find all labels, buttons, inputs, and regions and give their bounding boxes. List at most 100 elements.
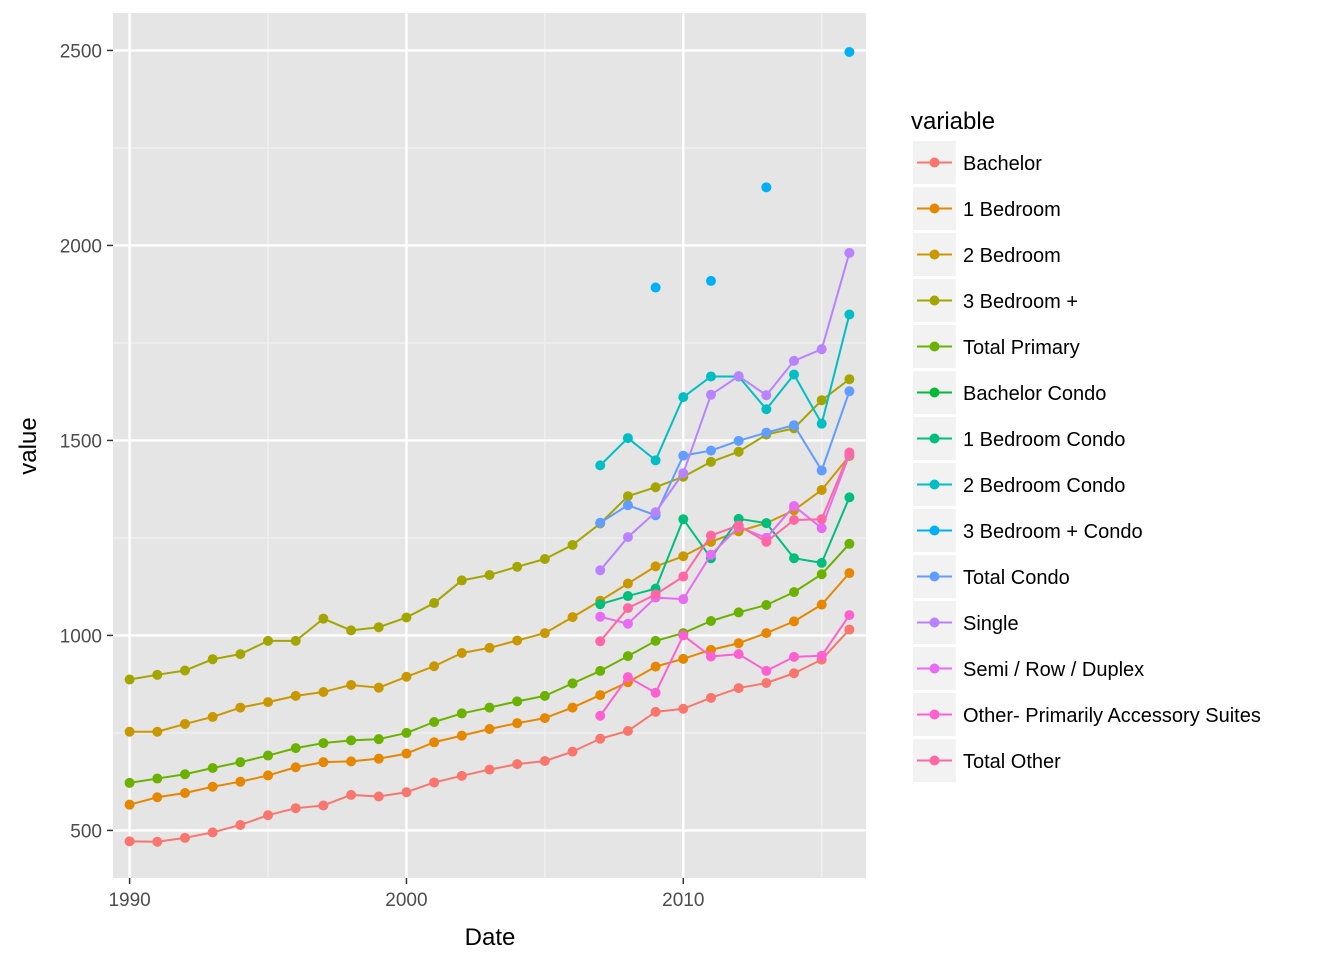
series-line-segment	[682, 518, 712, 559]
series-line-segment	[599, 655, 629, 672]
series-line-segment	[737, 375, 768, 410]
data-point	[622, 725, 633, 736]
data-point	[539, 553, 550, 564]
legend-label: 2 Bedroom Condo	[963, 475, 1125, 497]
series-line-segment	[544, 544, 574, 560]
series-line-segment	[793, 658, 823, 675]
data-point	[235, 757, 246, 768]
data-point	[650, 282, 661, 293]
data-point	[816, 514, 827, 525]
legend-label: Bachelor Condo	[963, 383, 1106, 405]
legend-item: 3 Bedroom +	[913, 279, 1078, 322]
series-line-segment	[682, 535, 712, 578]
data-point	[650, 561, 661, 572]
data-point	[622, 500, 633, 511]
series-line-segment	[655, 575, 684, 596]
series-line-segment	[793, 573, 823, 593]
data-point	[373, 753, 384, 764]
data-point	[816, 465, 827, 476]
data-point	[595, 710, 606, 721]
data-point	[761, 390, 772, 401]
data-point	[816, 344, 827, 355]
data-point	[622, 578, 633, 589]
series-line-segment	[765, 655, 795, 672]
legend-label: Total Condo	[963, 567, 1070, 589]
data-point	[705, 549, 716, 560]
data-point	[844, 247, 855, 258]
series-line-segment	[793, 603, 823, 623]
data-point	[207, 781, 218, 792]
series-line-segment	[544, 616, 574, 634]
data-point	[761, 536, 772, 547]
data-point	[207, 763, 218, 774]
data-point	[373, 791, 384, 802]
legend-key-point	[929, 157, 940, 168]
legend-key-point	[929, 295, 940, 306]
legend-key-point	[929, 387, 940, 398]
data-point	[844, 46, 855, 57]
x-tick-label: 1990	[108, 890, 150, 911]
data-point	[844, 538, 855, 549]
data-point	[678, 468, 689, 479]
minor-gridlines	[113, 13, 866, 878]
series-line-segment	[654, 472, 685, 513]
data-point	[844, 309, 855, 320]
data-point	[816, 650, 827, 661]
series-line-segment	[295, 617, 325, 642]
series-line-segment	[710, 375, 740, 396]
data-point	[789, 514, 800, 525]
x-tick-label: 2000	[385, 890, 427, 911]
data-point	[429, 598, 440, 609]
x-axis-title: Date	[465, 924, 516, 951]
data-point	[484, 724, 495, 735]
series-line-segment	[654, 396, 685, 461]
data-point	[678, 551, 689, 562]
series-line-segment	[682, 634, 712, 658]
series-line-segment	[738, 653, 767, 672]
data-point	[346, 625, 357, 636]
data-point	[456, 575, 467, 586]
data-point	[152, 669, 163, 680]
data-point	[844, 610, 855, 621]
legend-label: Single	[963, 613, 1019, 635]
data-point	[761, 518, 772, 529]
data-point	[401, 612, 412, 623]
data-point	[152, 836, 163, 847]
legend-label: 3 Bedroom + Condo	[963, 521, 1143, 543]
data-point	[650, 455, 661, 466]
data-point	[844, 374, 855, 385]
series-line-segment	[599, 437, 629, 467]
data-point	[595, 733, 606, 744]
data-point	[318, 800, 329, 811]
legend-key-point	[929, 433, 940, 444]
data-point	[705, 530, 716, 541]
legend-item: Bachelor	[913, 141, 1042, 184]
series-line-segment	[793, 505, 823, 529]
data-point	[622, 672, 633, 683]
data-point	[373, 622, 384, 633]
data-point	[429, 777, 440, 788]
data-point	[595, 517, 606, 528]
data-point	[789, 355, 800, 366]
data-point	[290, 690, 301, 701]
series-line-segment	[571, 522, 601, 546]
data-point	[179, 665, 190, 676]
series-line-segment	[821, 378, 850, 402]
data-point	[456, 730, 467, 741]
data-point	[124, 674, 135, 685]
series-line-segment	[820, 454, 851, 529]
data-point	[567, 702, 578, 713]
data-point	[733, 638, 744, 649]
data-point	[401, 787, 412, 798]
data-point	[622, 491, 633, 502]
data-point	[207, 711, 218, 722]
legend-item: Total Other	[913, 739, 1061, 782]
data-point	[595, 690, 606, 701]
data-point	[789, 500, 800, 511]
data-point	[290, 762, 301, 773]
legend-key-point	[929, 709, 940, 720]
data-point	[152, 792, 163, 803]
data-point	[761, 628, 772, 639]
data-point	[263, 810, 274, 821]
data-point	[678, 392, 689, 403]
